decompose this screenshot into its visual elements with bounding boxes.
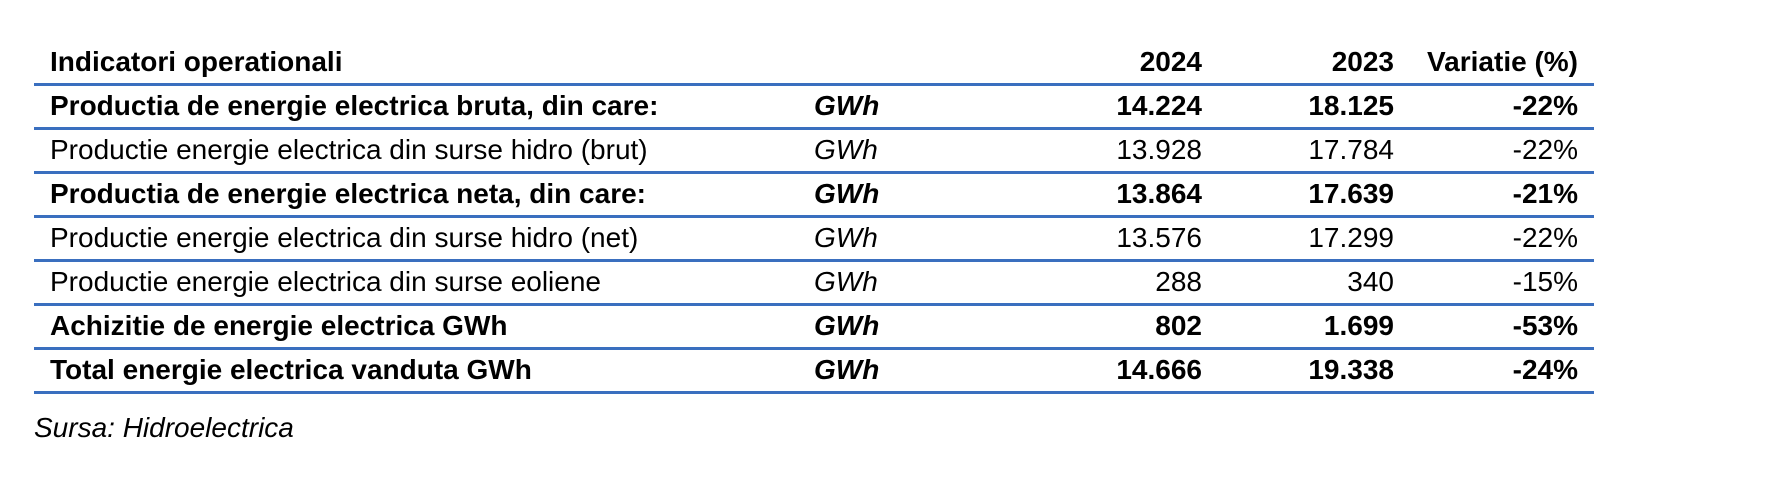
row-variation: -53% <box>1394 304 1594 350</box>
row-label: Productia de energie electrica neta, din… <box>34 172 814 218</box>
row-unit: GWh <box>814 128 1034 174</box>
row-unit: GWh <box>814 84 1034 130</box>
table-row: Total energie electrica vanduta GWh GWh … <box>34 348 1594 394</box>
row-variation: -21% <box>1394 172 1594 218</box>
header-unit <box>814 42 1034 86</box>
header-variation: Variatie (%) <box>1394 42 1594 86</box>
row-variation: -24% <box>1394 348 1594 394</box>
row-label: Achizitie de energie electrica GWh <box>34 304 814 350</box>
row-unit: GWh <box>814 216 1034 262</box>
table-row: Achizitie de energie electrica GWh GWh 8… <box>34 304 1594 350</box>
row-value-2024: 14.666 <box>1034 348 1202 394</box>
row-label: Productie energie electrica din surse eo… <box>34 260 814 306</box>
row-value-2023: 19.338 <box>1202 348 1394 394</box>
row-variation: -22% <box>1394 84 1594 130</box>
row-unit: GWh <box>814 348 1034 394</box>
row-value-2023: 17.299 <box>1202 216 1394 262</box>
table-row: Productia de energie electrica neta, din… <box>34 172 1594 218</box>
row-label: Productia de energie electrica bruta, di… <box>34 84 814 130</box>
row-unit: GWh <box>814 304 1034 350</box>
row-variation: -22% <box>1394 216 1594 262</box>
row-value-2023: 1.699 <box>1202 304 1394 350</box>
row-value-2024: 14.224 <box>1034 84 1202 130</box>
row-value-2024: 13.576 <box>1034 216 1202 262</box>
row-label: Total energie electrica vanduta GWh <box>34 348 814 394</box>
table-body: Productia de energie electrica bruta, di… <box>34 84 1594 394</box>
row-value-2023: 18.125 <box>1202 84 1394 130</box>
header-year-2023: 2023 <box>1202 42 1394 86</box>
table-row: Productia de energie electrica bruta, di… <box>34 84 1594 130</box>
row-label: Productie energie electrica din surse hi… <box>34 216 814 262</box>
operational-indicators-table-wrap: Indicatori operationali 2024 2023 Variat… <box>34 42 1594 394</box>
operational-indicators-table: Indicatori operationali 2024 2023 Variat… <box>34 42 1594 394</box>
table-row: Productie energie electrica din surse hi… <box>34 216 1594 262</box>
row-value-2023: 340 <box>1202 260 1394 306</box>
table-row: Productie energie electrica din surse eo… <box>34 260 1594 306</box>
row-value-2024: 288 <box>1034 260 1202 306</box>
row-value-2023: 17.639 <box>1202 172 1394 218</box>
row-variation: -22% <box>1394 128 1594 174</box>
table-header-row: Indicatori operationali 2024 2023 Variat… <box>34 42 1594 86</box>
header-indicator: Indicatori operationali <box>34 42 814 86</box>
row-label: Productie energie electrica din surse hi… <box>34 128 814 174</box>
row-value-2024: 802 <box>1034 304 1202 350</box>
row-value-2024: 13.864 <box>1034 172 1202 218</box>
row-unit: GWh <box>814 260 1034 306</box>
row-unit: GWh <box>814 172 1034 218</box>
source-note: Sursa: Hidroelectrica <box>34 412 294 443</box>
row-value-2024: 13.928 <box>1034 128 1202 174</box>
header-year-2024: 2024 <box>1034 42 1202 86</box>
row-variation: -15% <box>1394 260 1594 306</box>
row-value-2023: 17.784 <box>1202 128 1394 174</box>
table-row: Productie energie electrica din surse hi… <box>34 128 1594 174</box>
